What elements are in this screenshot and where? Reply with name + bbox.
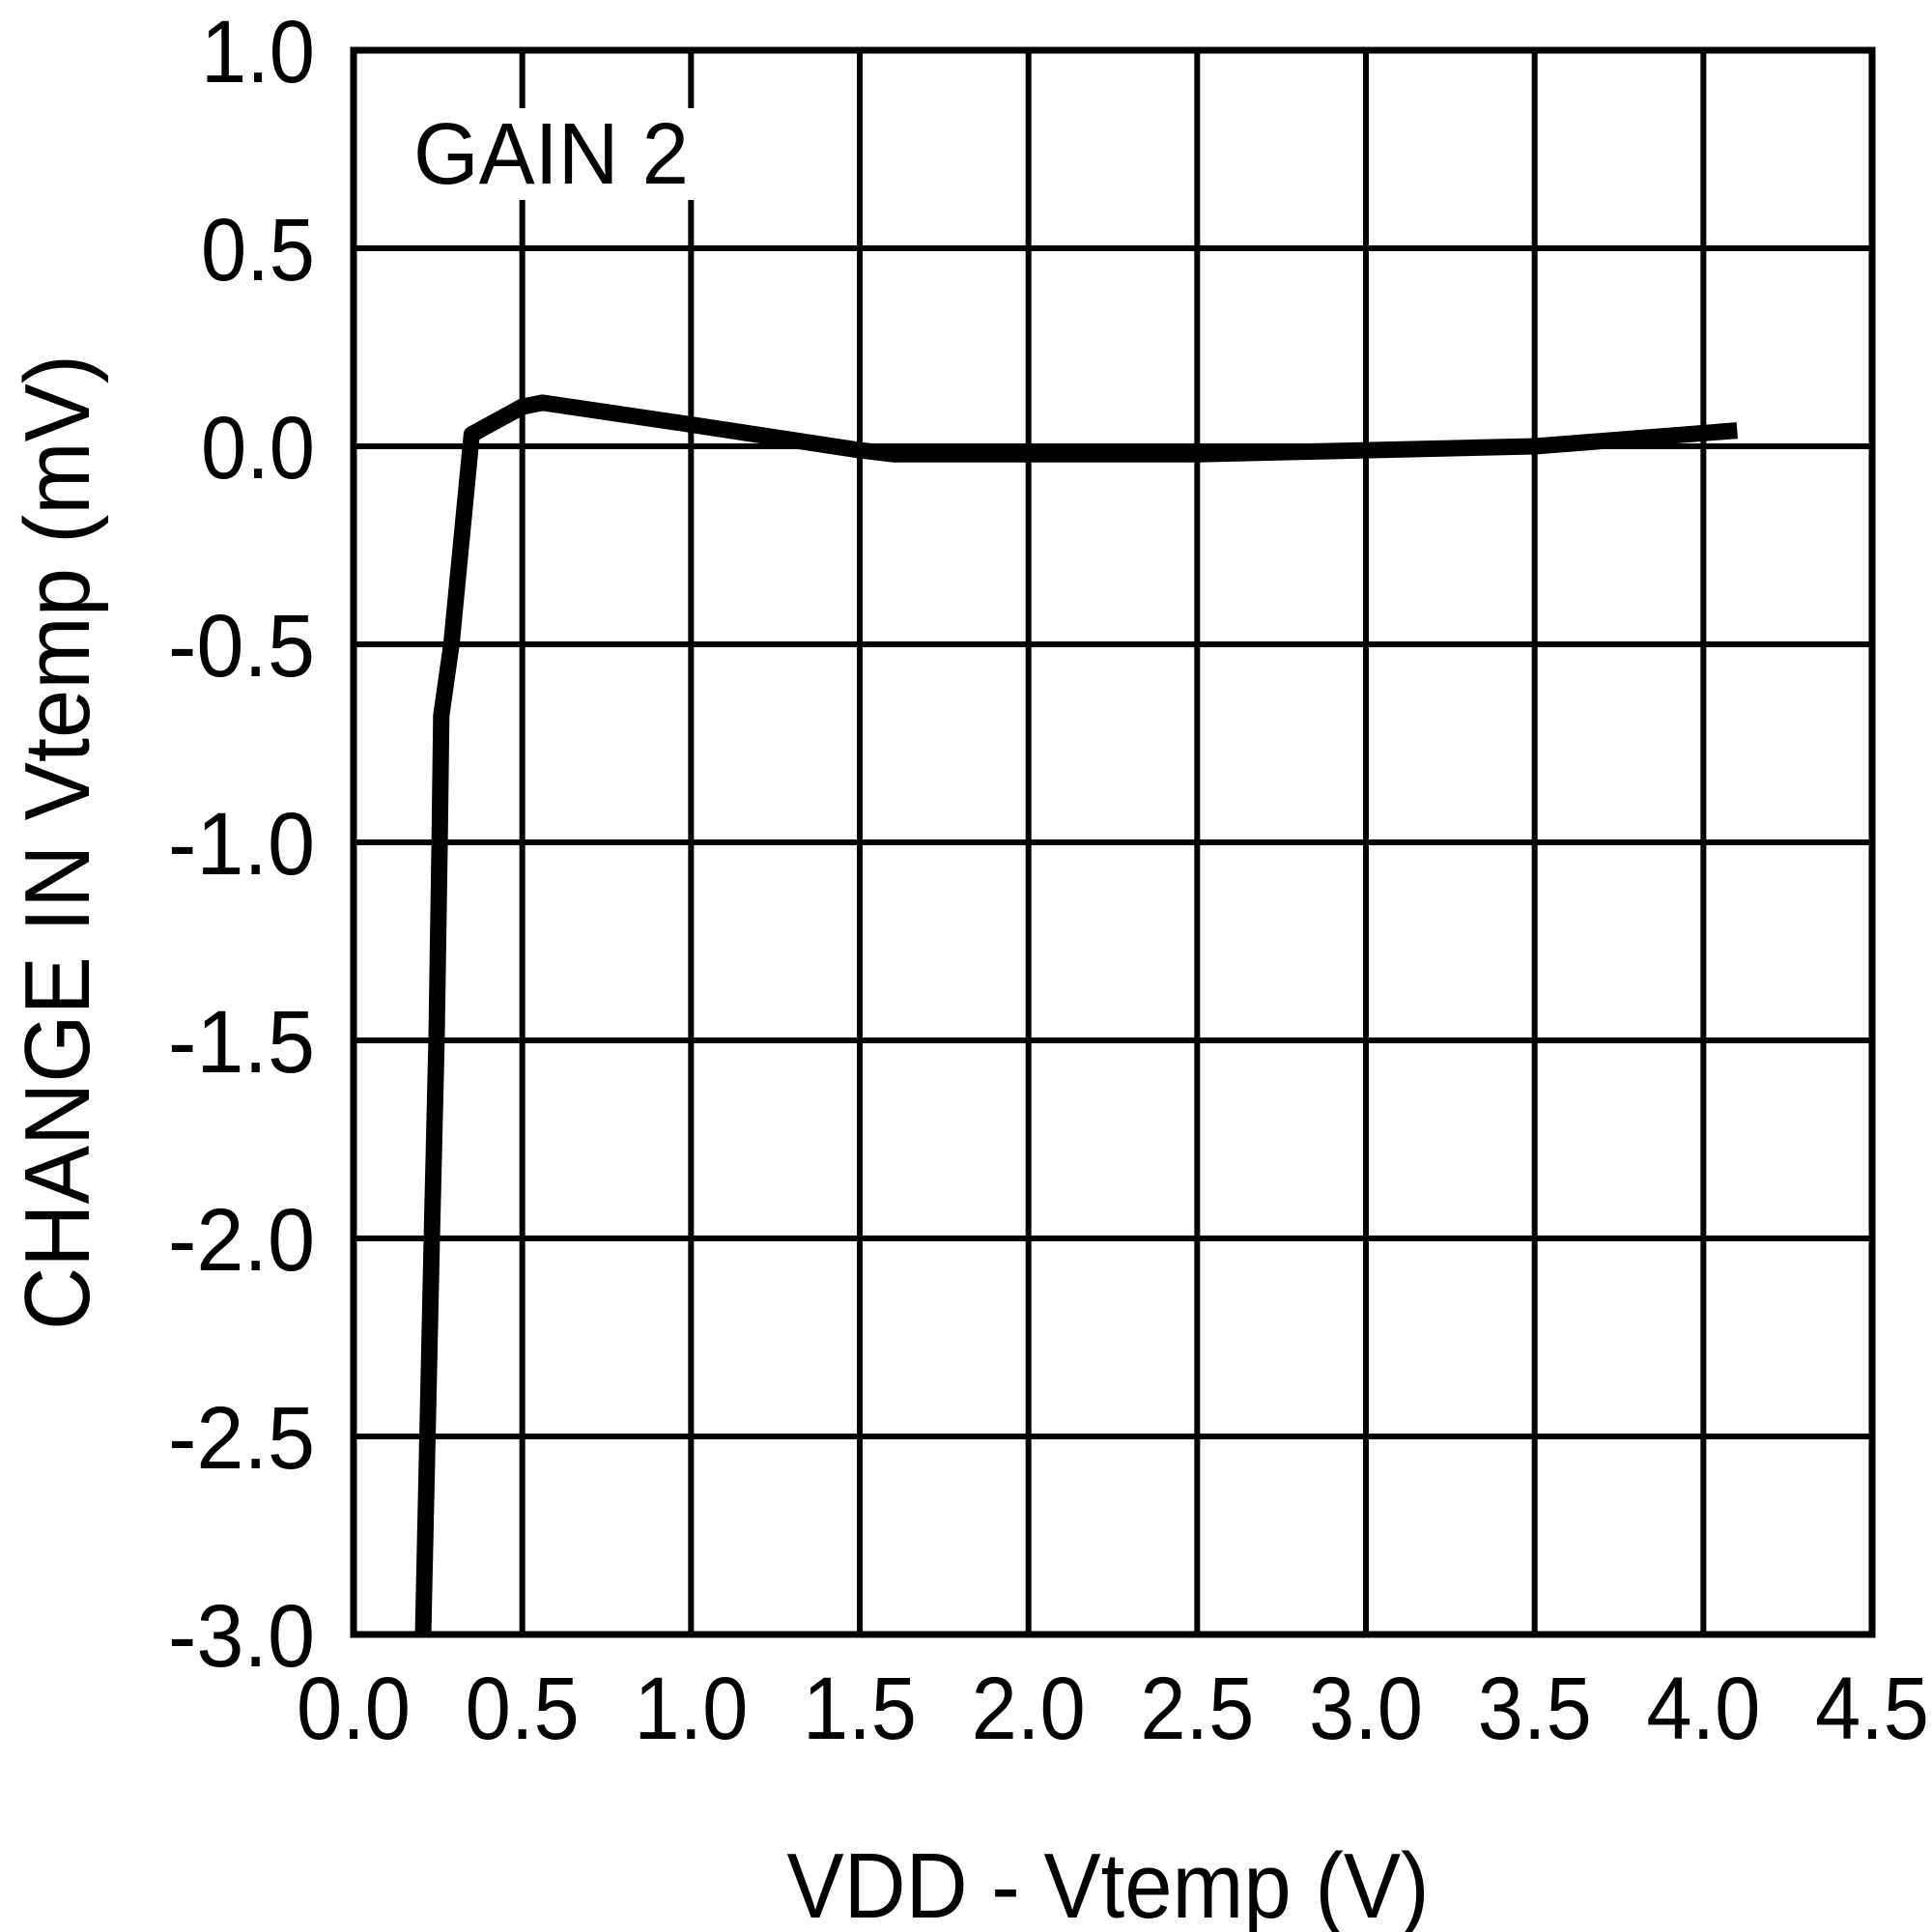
y-tick-label: -1.5 [168, 993, 315, 1092]
y-tick-label: -3.0 [168, 1587, 315, 1686]
plot-frame [350, 46, 1876, 1638]
gain-annotation: GAIN 2 [413, 106, 689, 203]
data-series [414, 394, 1738, 1635]
x-tick-label: 0.0 [297, 1660, 411, 1758]
annotation-background [401, 108, 705, 200]
y-tick-label: -2.5 [168, 1389, 315, 1488]
annotation-group: GAIN 2 [401, 106, 705, 203]
x-tick-label: 4.0 [1646, 1660, 1760, 1758]
y-tick-label: -0.5 [168, 597, 315, 696]
x-tick-label: 1.5 [803, 1660, 917, 1758]
x-tick-label: 0.5 [466, 1660, 580, 1758]
y-tick-label: 0.5 [201, 201, 315, 299]
y-tick-label: -2.0 [168, 1191, 315, 1290]
x-tick-label: 1.0 [634, 1660, 748, 1758]
x-axis-title: VDD - Vtemp (V) [787, 1834, 1430, 1932]
x-tick-label: 2.0 [972, 1660, 1086, 1758]
y-tick-label: -1.0 [168, 795, 315, 894]
y-tick-label: 0.0 [201, 399, 315, 497]
y-tick-label: 1.0 [201, 3, 315, 101]
y-axis-tick-labels: 1.0 0.5 0.0 -0.5 -1.0 -1.5 -2.0 -2.5 -3.0 [168, 3, 315, 1686]
x-tick-label: 4.5 [1815, 1660, 1929, 1758]
x-tick-label: 3.5 [1478, 1660, 1592, 1758]
series-line [414, 394, 1738, 1635]
y-axis-title: CHANGE IN Vtemp (mV) [6, 355, 109, 1330]
x-axis-tick-labels: 0.0 0.5 1.0 1.5 2.0 2.5 3.0 3.5 4.0 4.5 [297, 1660, 1929, 1758]
grid-lines [354, 50, 1872, 1634]
x-tick-label: 2.5 [1140, 1660, 1254, 1758]
x-tick-label: 3.0 [1309, 1660, 1423, 1758]
